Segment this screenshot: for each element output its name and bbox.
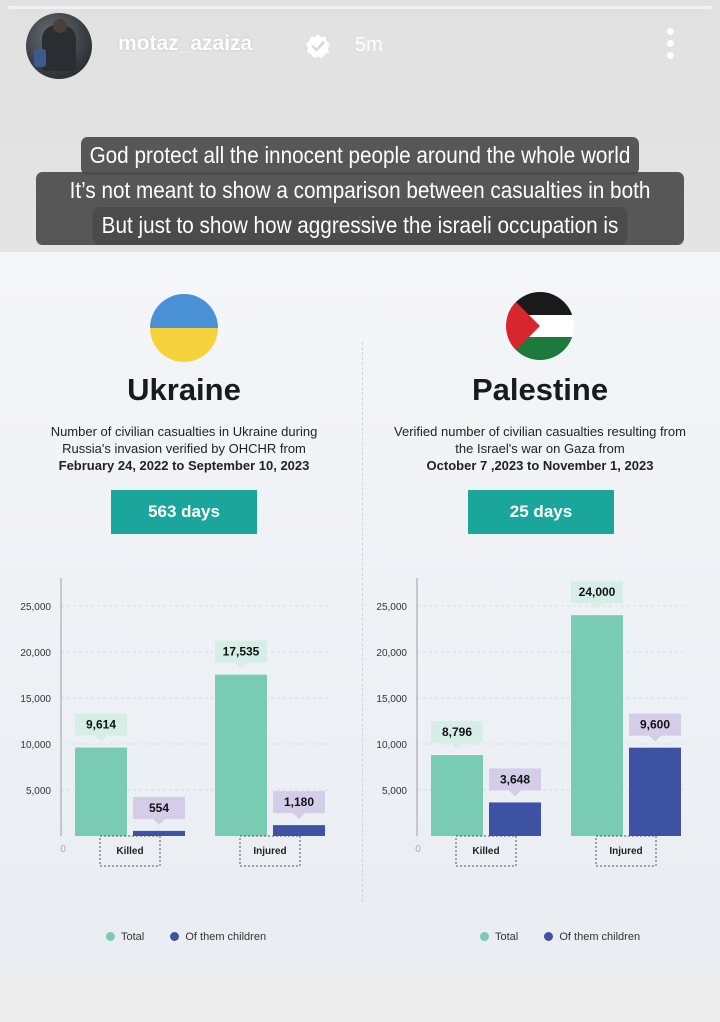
panel-description: Number of civilian casualties in Ukraine… [14,423,354,474]
days-badge: 563 days [111,490,257,534]
y-tick-label: 15,000 [20,694,51,705]
y-tick-label: 25,000 [20,602,51,613]
data-label-box [133,796,185,819]
y-tick-label: 15,000 [376,694,407,705]
category-box [455,835,517,867]
y-tick-label: 5,000 [382,786,407,797]
bar-total [571,615,623,836]
bar-children [489,802,541,836]
bar-total [75,747,127,836]
y-tick-label: 20,000 [20,648,51,659]
data-label: 24,000 [579,585,616,599]
ukraine-flag-icon [150,294,218,362]
category-box [595,835,657,867]
profile-avatar[interactable] [26,13,92,79]
panel-description: Verified number of civilian casualties r… [370,423,710,474]
bar-total [431,755,483,836]
more-vertical-icon[interactable] [664,28,676,64]
data-label: 9,600 [640,718,670,732]
y-tick-label: 10,000 [20,740,51,751]
data-label-pointer [293,813,305,820]
bar-children [629,747,681,836]
category-label: Killed [116,846,143,857]
legend-children-label: Of them children [185,931,267,943]
description-line: Number of civilian casualties in Ukraine… [50,424,318,439]
caption-line: But just to show how aggressive the isra… [92,207,628,245]
y-tick-label: 20,000 [376,648,407,659]
data-label-pointer [153,818,165,825]
story-caption: God protect all the innocent people arou… [36,137,684,245]
country-title: Ukraine [127,372,241,407]
infographic: Ukraine Palestine Number of civilian cas… [0,252,720,976]
description-line: Russia's invasion verified by OHCHR from [62,441,306,456]
description-dates: February 24, 2022 to September 10, 2023 [58,458,310,473]
data-label: 3,648 [500,772,530,786]
legend-children-dot [170,932,180,941]
story-progress-bar [8,6,712,9]
y-tick-label: 0 [60,844,66,855]
data-label: 9,614 [86,718,116,732]
chart-legend: Total Of them children [480,931,640,943]
legend-children-dot [544,932,554,941]
chart-legend: Total Of them children [106,931,266,943]
legend-total-label: Total [121,931,145,943]
data-label-pointer [95,735,107,742]
data-label-box [431,721,483,744]
bar-total [215,674,267,836]
data-label-pointer [509,790,521,797]
country-title: Palestine [471,372,609,407]
legend-total-dot [480,932,489,941]
data-label-pointer [649,735,661,742]
y-tick-label: 0 [415,844,421,855]
palestine-flag-icon [506,292,574,360]
verified-badge-icon [306,34,330,58]
data-label: 554 [149,801,169,815]
category-label: Injured [609,846,642,857]
panel-divider [362,342,363,902]
days-badge: 25 days [468,490,614,534]
bar-children [133,830,185,836]
caption-line: God protect all the innocent people arou… [80,137,640,175]
category-label: Injured [253,846,286,857]
bar-chart-palestine: 0 5,000 10,000 15,000 20,000 25,000 8,796 3,648… [376,578,687,867]
data-label: 8,796 [442,725,472,739]
description-dates: October 7 ,2023 to November 1, 2023 [426,458,654,473]
y-tick-label: 10,000 [376,740,407,751]
legend-total-dot [106,932,115,941]
data-label: 17,535 [223,645,260,659]
y-tick-label: 5,000 [26,786,51,797]
legend-total-label: Total [495,931,519,943]
username[interactable]: motaz_azaiza [118,32,253,55]
category-box [99,835,161,867]
data-label: 1,180 [284,795,314,809]
data-label-box [571,581,623,604]
description-line: the Israel's war on Gaza from [455,441,625,456]
data-label-pointer [591,603,603,610]
data-label-box [75,713,127,736]
category-box [239,835,301,867]
post-time: 5m [355,34,383,56]
bar-chart-ukraine: 0 5,000 10,000 15,000 20,000 25,000 9,614 554 Ki… [20,578,331,867]
data-label-pointer [451,743,463,750]
description-line: Verified number of civilian casualties r… [394,424,686,439]
bar-children [273,825,325,836]
y-tick-label: 25,000 [376,602,407,613]
category-label: Killed [472,846,499,857]
data-label-box [629,713,681,736]
data-label-box [489,768,541,791]
data-label-box [273,791,325,814]
legend-children-label: Of them children [559,931,641,943]
data-label-pointer [235,662,247,669]
data-label-box [215,640,267,663]
